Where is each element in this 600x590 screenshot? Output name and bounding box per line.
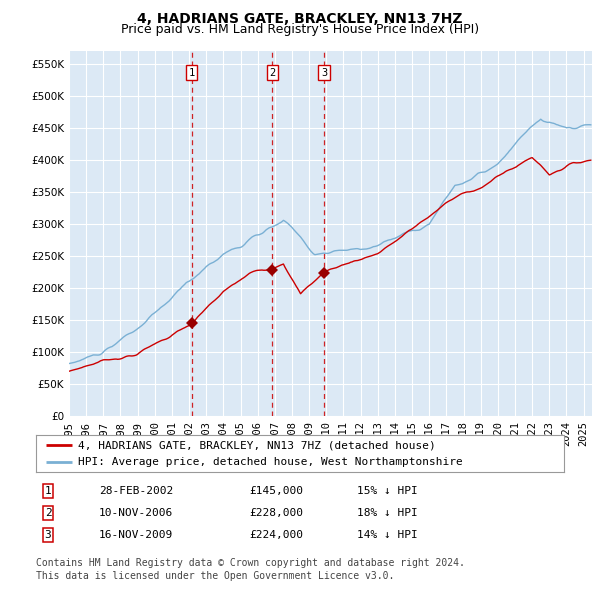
Text: This data is licensed under the Open Government Licence v3.0.: This data is licensed under the Open Gov… — [36, 571, 394, 581]
Text: 4, HADRIANS GATE, BRACKLEY, NN13 7HZ: 4, HADRIANS GATE, BRACKLEY, NN13 7HZ — [137, 12, 463, 26]
Text: £224,000: £224,000 — [249, 530, 303, 540]
Text: 14% ↓ HPI: 14% ↓ HPI — [357, 530, 418, 540]
Text: 10-NOV-2006: 10-NOV-2006 — [99, 509, 173, 518]
Text: 1: 1 — [188, 68, 195, 78]
Text: 4, HADRIANS GATE, BRACKLEY, NN13 7HZ (detached house): 4, HADRIANS GATE, BRACKLEY, NN13 7HZ (de… — [78, 440, 436, 450]
Text: 3: 3 — [44, 530, 52, 540]
Text: 15% ↓ HPI: 15% ↓ HPI — [357, 487, 418, 496]
Text: 16-NOV-2009: 16-NOV-2009 — [99, 530, 173, 540]
Text: £228,000: £228,000 — [249, 509, 303, 518]
Text: 2: 2 — [269, 68, 275, 78]
Text: £145,000: £145,000 — [249, 487, 303, 496]
Text: Price paid vs. HM Land Registry's House Price Index (HPI): Price paid vs. HM Land Registry's House … — [121, 23, 479, 36]
Text: Contains HM Land Registry data © Crown copyright and database right 2024.: Contains HM Land Registry data © Crown c… — [36, 558, 465, 568]
Text: 18% ↓ HPI: 18% ↓ HPI — [357, 509, 418, 518]
Text: 2: 2 — [44, 509, 52, 518]
Text: 3: 3 — [321, 68, 328, 78]
Text: HPI: Average price, detached house, West Northamptonshire: HPI: Average price, detached house, West… — [78, 457, 463, 467]
Text: 1: 1 — [44, 487, 52, 496]
Text: 28-FEB-2002: 28-FEB-2002 — [99, 487, 173, 496]
